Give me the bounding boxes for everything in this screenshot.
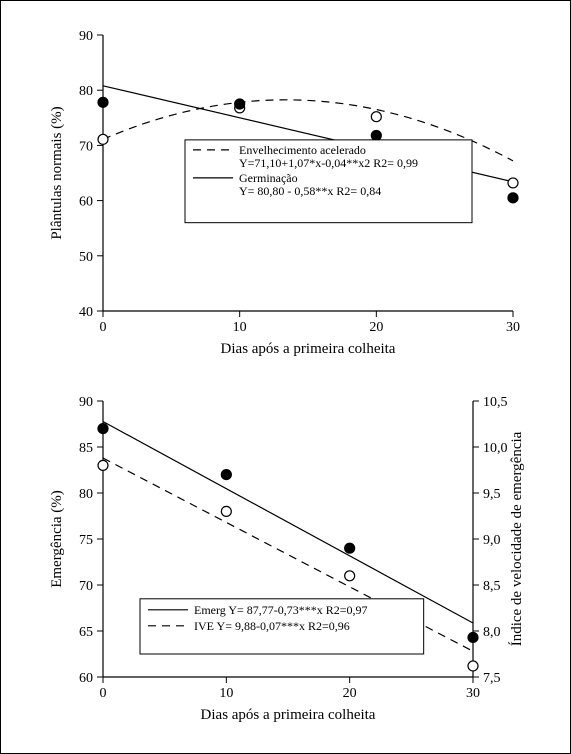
svg-text:60: 60	[79, 671, 93, 686]
svg-text:IVE Y= 9,88-0,07***x R2=0,96: IVE Y= 9,88-0,07***x R2=0,96	[194, 619, 350, 633]
svg-text:40: 40	[79, 305, 93, 320]
svg-text:10: 10	[233, 320, 247, 335]
svg-text:70: 70	[79, 139, 93, 154]
svg-text:85: 85	[79, 441, 93, 456]
top-chart: 0 10 20 30 40 50 60 70 80 90 Dias após a primeira …	[43, 25, 533, 361]
svg-text:70: 70	[79, 579, 93, 594]
svg-text:30: 30	[466, 686, 480, 701]
svg-text:60: 60	[79, 195, 93, 210]
svg-text:8,0: 8,0	[483, 625, 501, 640]
svg-text:20: 20	[369, 320, 383, 335]
page: 0 10 20 30 40 50 60 70 80 90 Dias após a primeira …	[0, 0, 571, 754]
top-chart-svg: 0 10 20 30 40 50 60 70 80 90 Dias após a primeira …	[43, 25, 533, 361]
svg-text:Plântulas normais (%): Plântulas normais (%)	[49, 106, 65, 239]
bottom-chart-svg: 0 10 20 30 60 65 70 75 80 85 90 7,5 8,0 8,5 9,0 9,5 10,0…	[43, 391, 533, 727]
svg-text:Dias após a primeira colheita: Dias após a primeira colheita	[221, 341, 396, 357]
svg-text:0: 0	[100, 320, 107, 335]
svg-text:Emerg Y= 87,77-0,73***x R2=0,9: Emerg Y= 87,77-0,73***x R2=0,97	[194, 603, 368, 617]
svg-text:80: 80	[79, 84, 93, 99]
svg-text:Envelhecimento acelerado: Envelhecimento acelerado	[239, 143, 366, 157]
svg-text:10: 10	[219, 686, 233, 701]
svg-text:Dias após a primeira colheita: Dias após a primeira colheita	[201, 707, 376, 723]
svg-text:Y= 80,80 - 0,58**x R2= 0,84: Y= 80,80 - 0,58**x R2= 0,84	[239, 184, 381, 198]
svg-text:10,0: 10,0	[483, 441, 508, 456]
svg-text:Germinação: Germinação	[239, 171, 298, 185]
svg-text:10,5: 10,5	[483, 395, 508, 410]
svg-text:75: 75	[79, 533, 93, 548]
svg-text:9,0: 9,0	[483, 533, 501, 548]
svg-text:90: 90	[79, 395, 93, 410]
svg-text:65: 65	[79, 625, 93, 640]
svg-text:7,5: 7,5	[483, 671, 501, 686]
svg-text:20: 20	[343, 686, 357, 701]
svg-text:9,5: 9,5	[483, 487, 501, 502]
svg-text:50: 50	[79, 250, 93, 265]
svg-text:90: 90	[79, 29, 93, 44]
svg-text:30: 30	[506, 320, 520, 335]
bottom-chart: 0 10 20 30 60 65 70 75 80 85 90 7,5 8,0 8,5 9,0 9,5 10,0…	[43, 391, 533, 727]
svg-text:Índice de velocidade de emergê: Índice de velocidade de emergência	[508, 431, 525, 646]
svg-text:8,5: 8,5	[483, 579, 501, 594]
svg-text:80: 80	[79, 487, 93, 502]
svg-text:0: 0	[100, 686, 107, 701]
svg-text:Emergência (%): Emergência (%)	[49, 490, 65, 588]
svg-text:Y=71,10+1,07*x-0,04**x2 R2= 0,: Y=71,10+1,07*x-0,04**x2 R2= 0,99	[239, 156, 418, 170]
